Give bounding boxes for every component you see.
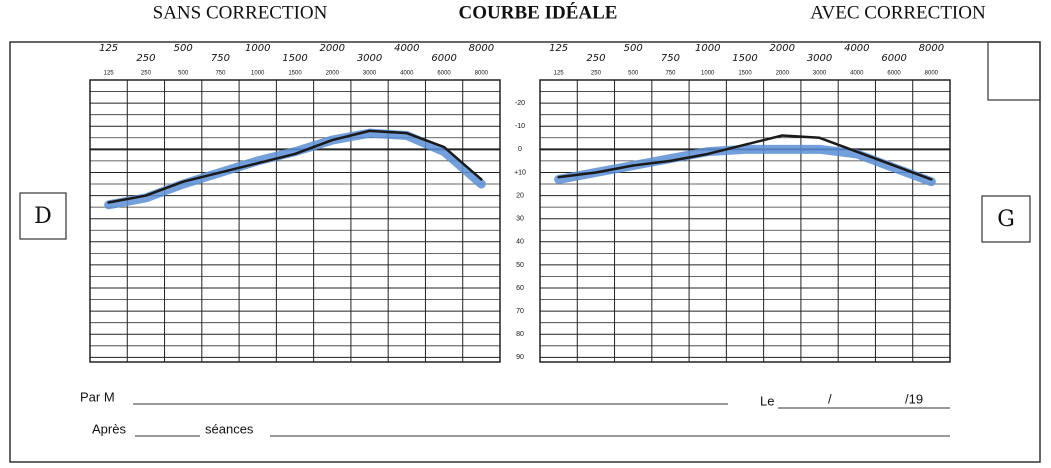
- handwritten-label: 8000: [469, 43, 494, 54]
- y-tick-label: 20: [516, 192, 524, 199]
- handwritten-label: 2000: [770, 43, 795, 54]
- handwritten-label: 2000: [320, 43, 345, 54]
- plot-frame: [89, 79, 501, 363]
- handwritten-label: 4000: [394, 43, 419, 54]
- x-tick-label: 500: [628, 71, 639, 77]
- handwritten-label: 6000: [431, 53, 456, 64]
- plot-frame: [539, 79, 951, 363]
- form-label: Le: [760, 393, 774, 408]
- y-tick-label: 0: [518, 146, 522, 153]
- form-label: Par M: [80, 389, 115, 404]
- heading: SANS CORRECTION: [153, 2, 328, 23]
- handwritten-label: 3000: [357, 53, 382, 64]
- x-tick-label: 6000: [437, 71, 451, 77]
- ideal-curve: [557, 134, 933, 181]
- y-tick-label: 30: [516, 216, 524, 223]
- x-tick-label: 750: [665, 71, 676, 77]
- x-tick-label: 1500: [738, 71, 752, 77]
- x-tick-label: 6000: [887, 71, 901, 77]
- handwritten-label: 4000: [844, 43, 869, 54]
- x-tick-label: 3000: [813, 71, 827, 77]
- handwritten-label: 250: [136, 53, 155, 64]
- measured-curve: [104, 128, 486, 210]
- ideal-curve: [107, 129, 483, 204]
- heading: COURBE IDÉALE: [459, 1, 618, 23]
- y-tick-label: 90: [516, 354, 524, 361]
- form-label: Après: [92, 421, 126, 436]
- x-tick-label: 750: [215, 71, 226, 77]
- y-tick-label: -20: [515, 100, 525, 107]
- x-tick-label: 500: [178, 71, 189, 77]
- handwritten-label: 1500: [732, 53, 757, 64]
- side-label: G: [997, 207, 1015, 232]
- y-tick-label: 80: [516, 331, 524, 338]
- handwritten-label: 125: [99, 43, 118, 54]
- handwritten-label: 500: [174, 43, 193, 54]
- handwritten-label: 1500: [282, 53, 307, 64]
- x-tick-label: 4000: [400, 71, 414, 77]
- side-box: [19, 192, 67, 240]
- y-tick-label: 50: [516, 262, 524, 269]
- x-tick-label: 2000: [326, 71, 340, 77]
- handwritten-label: 8000: [919, 43, 944, 54]
- handwritten-label: 125: [549, 43, 568, 54]
- side-box: [981, 195, 1031, 243]
- x-tick-label: 1000: [251, 71, 265, 77]
- corner-box: [987, 41, 1041, 101]
- handwritten-label: 750: [211, 53, 230, 64]
- handwritten-label: 500: [624, 43, 643, 54]
- x-tick-label: 1000: [701, 71, 715, 77]
- handwritten-label: 6000: [881, 53, 906, 64]
- form-label: /: [828, 391, 832, 406]
- x-tick-label: 250: [141, 71, 152, 77]
- y-tick-label: 40: [516, 239, 524, 246]
- y-tick-label: 60: [516, 285, 524, 292]
- y-tick-label: +10: [514, 169, 526, 176]
- x-tick-label: 125: [104, 71, 115, 77]
- x-tick-label: 8000: [475, 71, 489, 77]
- handwritten-label: 1000: [695, 43, 720, 54]
- x-tick-label: 1500: [288, 71, 302, 77]
- x-tick-label: 3000: [363, 71, 377, 77]
- x-tick-label: 125: [554, 71, 565, 77]
- form-label: séances: [205, 421, 254, 436]
- y-tick-label: 70: [516, 308, 524, 315]
- y-tick-label: -10: [515, 123, 525, 130]
- form-label: /19: [905, 391, 923, 406]
- handwritten-label: 750: [661, 53, 680, 64]
- x-tick-label: 250: [591, 71, 602, 77]
- x-tick-label: 8000: [925, 71, 939, 77]
- handwritten-label: 250: [586, 53, 605, 64]
- handwritten-label: 1000: [245, 43, 270, 54]
- x-tick-label: 4000: [850, 71, 864, 77]
- side-label: D: [34, 204, 52, 229]
- frame: [9, 41, 1041, 463]
- heading: AVEC CORRECTION: [810, 2, 986, 23]
- handwritten-label: 3000: [807, 53, 832, 64]
- x-tick-label: 2000: [776, 71, 790, 77]
